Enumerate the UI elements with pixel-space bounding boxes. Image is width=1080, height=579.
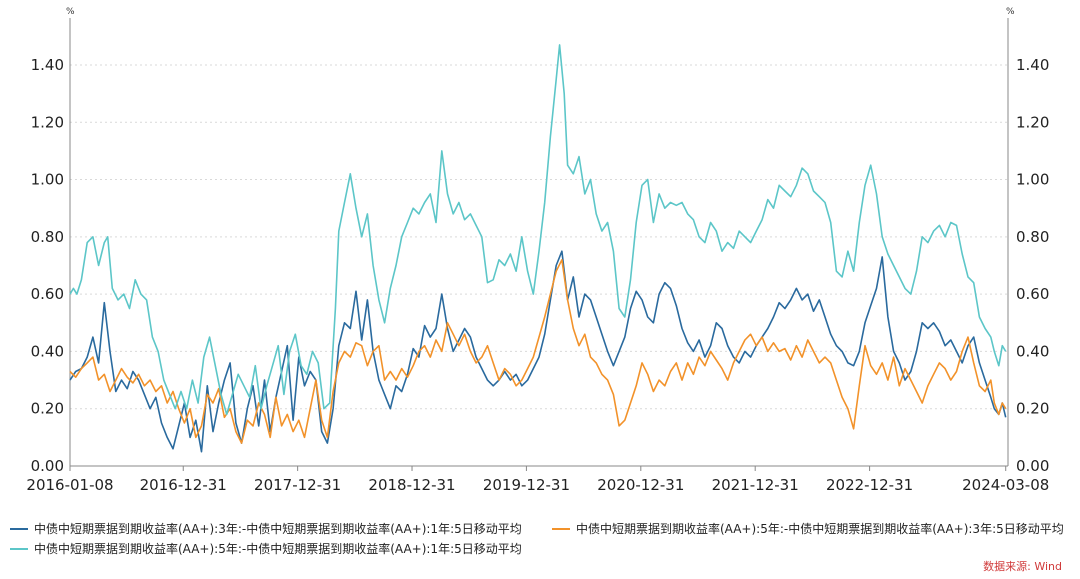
y-tick-right-1.20: 1.20 (1016, 113, 1049, 131)
y-tick-left-1.20: 1.20 (31, 113, 64, 131)
x-tick-2016-01-08: 2016-01-08 (26, 476, 113, 494)
x-tick-2024-03-08: 2024-03-08 (962, 476, 1049, 494)
y-tick-right-0.60: 0.60 (1016, 285, 1049, 303)
legend-swatch-3y-1y (10, 527, 28, 530)
y-tick-right-0.00: 0.00 (1016, 457, 1049, 475)
y-tick-right-1.00: 1.00 (1016, 171, 1049, 189)
tick-labels: 0.00 0.00 0.20 0.20 0.40 0.40 0.60 0.60 0.80 0.80… (26, 56, 1049, 494)
x-tick-2021-12-31: 2021-12-31 (712, 476, 799, 494)
series-line-3 (69, 44, 1007, 416)
legend-swatch-5y-1y (10, 547, 28, 550)
gridlines (70, 64, 1008, 410)
legend-label-3y-1y: 中债中短期票据到期收益率(AA+):3年:-中债中短期票据到期收益率(AA+):… (34, 522, 522, 536)
data-source-note: 数据来源: Wind (983, 560, 1062, 573)
x-tick-2017-12-31: 2017-12-31 (254, 476, 341, 494)
line-chart: 0.00 0.00 0.20 0.20 0.40 0.40 0.60 0.60 0.80 0.80… (26, 7, 1049, 494)
y-tick-left-0.80: 0.80 (31, 228, 64, 246)
y-tick-right-0.40: 0.40 (1016, 342, 1049, 360)
x-tick-2020-12-31: 2020-12-31 (597, 476, 684, 494)
y-tick-left-1.00: 1.00 (31, 171, 64, 189)
x-tick-2016-12-31: 2016-12-31 (140, 476, 227, 494)
y-tick-left-0.40: 0.40 (31, 342, 64, 360)
y-tick-left-0.60: 0.60 (31, 285, 64, 303)
y-tick-right-0.80: 0.80 (1016, 228, 1049, 246)
right-unit-label: % (1006, 7, 1015, 17)
x-tick-2019-12-31: 2019-12-31 (483, 476, 570, 494)
left-unit-label: % (66, 7, 75, 17)
y-tick-right-1.40: 1.40 (1016, 56, 1049, 74)
axes (69, 18, 1009, 471)
legend-item-5y-3y: 中债中短期票据到期收益率(AA+):5年:-中债中短期票据到期收益率(AA+):… (552, 520, 1064, 537)
legend-item-5y-1y: 中债中短期票据到期收益率(AA+):5年:-中债中短期票据到期收益率(AA+):… (10, 540, 522, 557)
x-tick-2018-12-31: 2018-12-31 (368, 476, 455, 494)
series-lines (69, 44, 1007, 453)
legend-label-5y-1y: 中债中短期票据到期收益率(AA+):5年:-中债中短期票据到期收益率(AA+):… (34, 542, 522, 556)
legend-swatch-5y-3y (552, 527, 570, 530)
legend-label-5y-3y: 中债中短期票据到期收益率(AA+):5年:-中债中短期票据到期收益率(AA+):… (576, 522, 1064, 536)
series-line-1 (69, 250, 1007, 453)
y-tick-left-0.20: 0.20 (31, 400, 64, 418)
y-tick-right-0.20: 0.20 (1016, 400, 1049, 418)
legend-item-3y-1y: 中债中短期票据到期收益率(AA+):3年:-中债中短期票据到期收益率(AA+):… (10, 520, 522, 537)
y-tick-left-1.40: 1.40 (31, 56, 64, 74)
y-tick-left-0.00: 0.00 (31, 457, 64, 475)
x-tick-2022-12-31: 2022-12-31 (826, 476, 913, 494)
